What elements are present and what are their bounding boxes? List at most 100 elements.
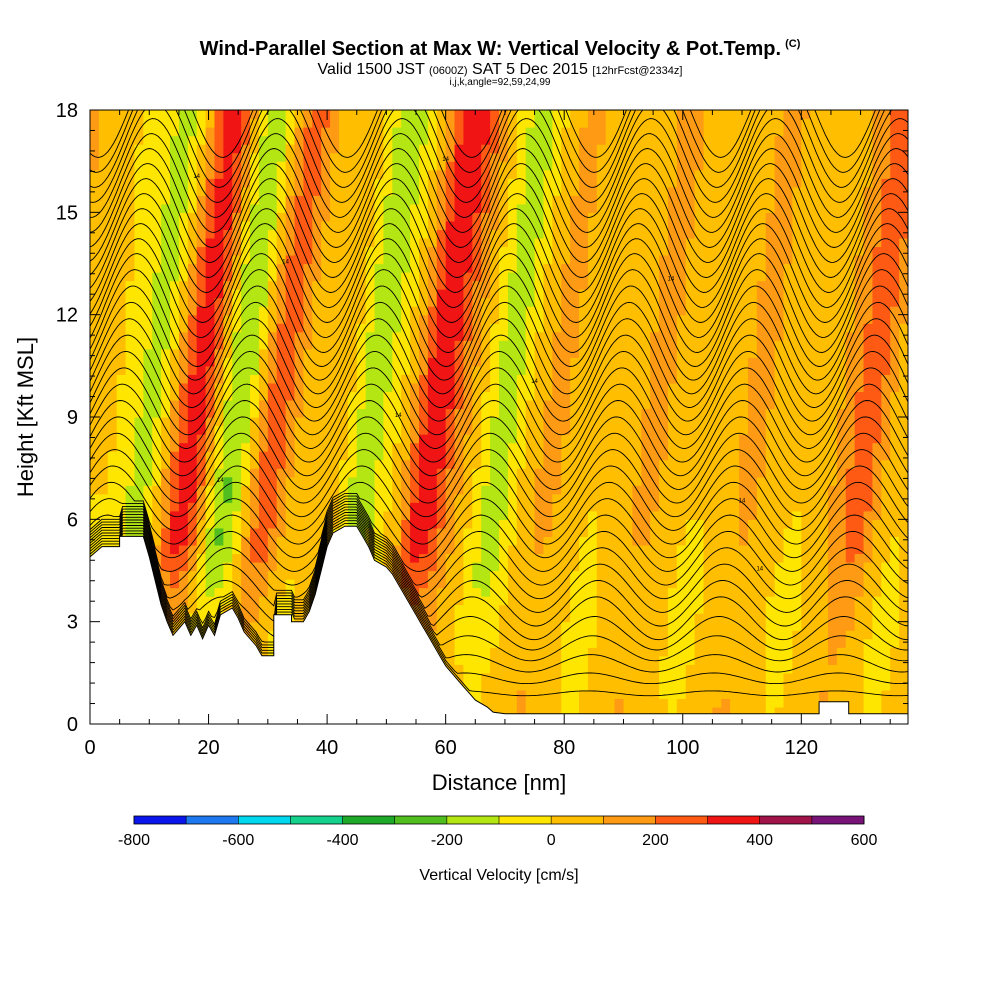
field-cell: [507, 263, 518, 273]
field-cell: [632, 544, 642, 555]
field-cell: [525, 442, 536, 452]
field-cell: [659, 706, 669, 717]
field-cell: [881, 613, 891, 623]
field-cell: [747, 348, 758, 358]
field-cell: [570, 459, 580, 469]
field-cell: [756, 399, 767, 410]
field-cell: [765, 630, 776, 640]
field-cell: [774, 314, 785, 324]
field-cell: [739, 297, 749, 307]
field-cell: [134, 272, 144, 282]
field-cell: [650, 468, 660, 478]
field-cell: [418, 357, 429, 367]
field-cell: [187, 493, 198, 503]
field-cell: [187, 476, 198, 486]
field-cell: [294, 272, 304, 282]
field-cell: [570, 399, 580, 410]
field-cell: [819, 263, 829, 273]
field-cell: [756, 570, 767, 580]
field-cell: [258, 476, 269, 486]
field-cell: [676, 468, 687, 478]
field-cell: [712, 664, 722, 674]
field-cell: [863, 468, 874, 478]
field-cell: [739, 399, 749, 410]
field-cell: [694, 391, 705, 401]
field-cell: [756, 689, 767, 700]
field-cell: [258, 451, 269, 461]
field-cell: [267, 570, 278, 580]
field-cell: [899, 323, 908, 333]
field-cell: [507, 604, 518, 614]
field-cell: [472, 664, 482, 674]
field-cell: [810, 544, 820, 555]
field-cell: [472, 442, 482, 452]
field-cell: [170, 544, 180, 555]
field-cell: [614, 348, 625, 358]
field-cell: [890, 544, 900, 555]
field-cell: [143, 263, 153, 273]
field-cell: [90, 357, 100, 367]
field-cell: [730, 519, 740, 529]
field-cell: [481, 587, 491, 597]
field-cell: [854, 323, 865, 333]
field-cell: [116, 408, 127, 418]
field-cell: [854, 314, 865, 324]
field-cell: [116, 425, 127, 435]
field-cell: [445, 587, 456, 597]
field-cell: [694, 570, 705, 580]
field-cell: [401, 365, 411, 375]
field-cell: [854, 570, 865, 580]
field-cell: [694, 604, 705, 614]
field-cell: [721, 621, 731, 631]
field-cell: [614, 408, 625, 418]
field-cell: [294, 374, 304, 384]
field-cell: [587, 297, 598, 307]
field-cell: [596, 357, 607, 367]
field-cell: [196, 596, 207, 606]
field-cell: [792, 451, 802, 461]
field-cell: [890, 689, 900, 700]
field-cell: [481, 536, 491, 546]
field-cell: [685, 399, 696, 410]
field-cell: [543, 502, 553, 512]
field-cell: [436, 391, 447, 401]
field-cell: [596, 579, 607, 589]
field-cell: [836, 519, 847, 529]
field-cell: [543, 536, 553, 546]
field-cell: [579, 527, 589, 537]
field-cell: [872, 365, 882, 375]
field-cell: [116, 442, 127, 452]
field-cell: [579, 348, 589, 358]
field-cell: [747, 485, 758, 495]
field-cell: [881, 519, 891, 529]
field-cell: [863, 647, 874, 657]
field-cell: [463, 664, 473, 674]
field-cell: [347, 485, 358, 495]
field-cell: [685, 672, 696, 682]
field-cell: [436, 485, 447, 495]
field-cell: [881, 357, 891, 367]
field-cell: [481, 493, 491, 503]
field-cell: [819, 681, 829, 691]
field-cell: [721, 306, 731, 316]
field-cell: [392, 442, 402, 452]
field-cell: [374, 374, 385, 384]
field-cell: [721, 263, 731, 273]
field-cell: [116, 365, 127, 375]
field-cell: [516, 544, 527, 555]
field-cell: [534, 519, 545, 529]
field-cell: [499, 493, 509, 503]
field-cell: [232, 399, 242, 410]
field-cell: [552, 331, 562, 341]
field-cell: [490, 630, 500, 640]
field-cell: [587, 647, 598, 657]
field-cell: [596, 468, 607, 478]
field-cell: [863, 706, 874, 717]
field-cell: [899, 434, 908, 444]
field-cell: [507, 596, 518, 606]
field-cell: [205, 365, 216, 375]
field-cell: [196, 357, 207, 367]
field-cell: [321, 306, 331, 316]
field-cell: [223, 459, 233, 469]
field-cell: [756, 391, 767, 401]
